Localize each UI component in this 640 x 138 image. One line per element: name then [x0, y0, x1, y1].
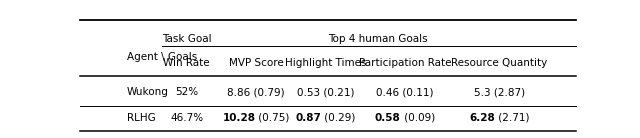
Text: 0.46 (0.11): 0.46 (0.11) — [376, 87, 434, 97]
Text: (0.09): (0.09) — [401, 112, 435, 123]
Text: 6.28: 6.28 — [469, 112, 495, 123]
Text: Highlight Times: Highlight Times — [285, 58, 366, 68]
Text: Agent \ Goals: Agent \ Goals — [127, 52, 197, 62]
Text: (2.71): (2.71) — [495, 112, 529, 123]
Text: 0.53 (0.21): 0.53 (0.21) — [297, 87, 355, 97]
Text: Wukong: Wukong — [127, 87, 169, 97]
Text: 0.87: 0.87 — [296, 112, 321, 123]
Text: Win Rate: Win Rate — [163, 58, 210, 68]
Text: 52%: 52% — [175, 87, 198, 97]
Text: 0.58: 0.58 — [375, 112, 401, 123]
Text: (0.75): (0.75) — [255, 112, 290, 123]
Text: Resource Quantity: Resource Quantity — [451, 58, 547, 68]
Text: 5.3 (2.87): 5.3 (2.87) — [474, 87, 525, 97]
Text: Top 4 human Goals: Top 4 human Goals — [328, 34, 428, 44]
Text: Task Goal: Task Goal — [162, 34, 211, 44]
Text: 46.7%: 46.7% — [170, 112, 204, 123]
Text: (0.29): (0.29) — [321, 112, 356, 123]
Text: Participation Rate: Participation Rate — [358, 58, 451, 68]
Text: 10.28: 10.28 — [222, 112, 255, 123]
Text: MVP Score: MVP Score — [228, 58, 284, 68]
Text: 8.86 (0.79): 8.86 (0.79) — [227, 87, 285, 97]
Text: RLHG: RLHG — [127, 112, 156, 123]
